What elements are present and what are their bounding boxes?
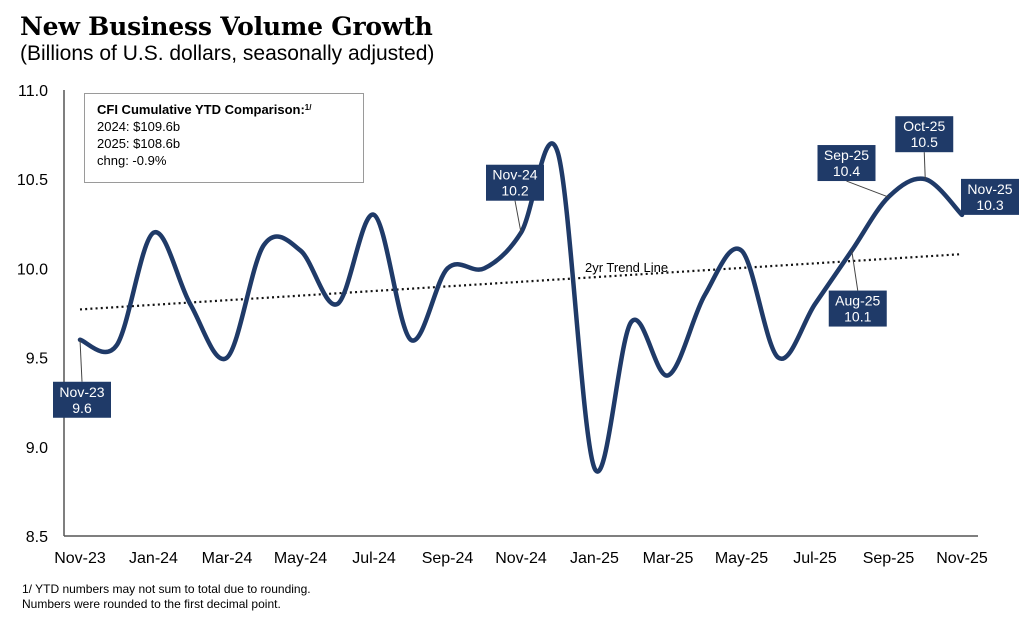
trend-line xyxy=(79,253,963,311)
y-tick-label: 9.5 xyxy=(26,351,48,368)
callout-value: 10.4 xyxy=(833,163,860,179)
chart-title: New Business Volume Growth xyxy=(20,12,433,41)
callout-box xyxy=(486,164,544,201)
callout-box xyxy=(817,145,876,182)
callouts-group: Nov-239.6Nov-2410.2Aug-2510.1Sep-2510.4O… xyxy=(53,116,1019,418)
x-tick-label: Nov-24 xyxy=(495,550,547,567)
x-tick-label: Jan-24 xyxy=(129,550,178,567)
callout-month: Sep-25 xyxy=(824,147,869,163)
chart-subtitle: (Billions of U.S. dollars, seasonally ad… xyxy=(20,42,435,65)
footnote-1: 1/ YTD numbers may not sum to total due … xyxy=(22,582,311,596)
x-tick-label: Jul-25 xyxy=(793,550,837,567)
callout-month: Nov-25 xyxy=(967,181,1012,197)
y-tick-label: 10.5 xyxy=(17,172,48,189)
callout: Nov-239.6 xyxy=(53,339,111,418)
callout-leader xyxy=(846,180,889,198)
ytd-change: chng: -0.9% xyxy=(97,153,167,168)
y-tick-label: 11.0 xyxy=(18,83,48,100)
callout-leader xyxy=(923,152,926,180)
ytd-2024: 2024: $109.6b xyxy=(97,119,181,134)
callout-month: Aug-25 xyxy=(835,293,880,309)
callout-leader xyxy=(851,250,859,291)
x-tick-label: Jul-24 xyxy=(352,550,396,567)
callout-box xyxy=(895,116,954,153)
ytd-comparison-box: CFI Cumulative YTD Comparison:1/ 2024: $… xyxy=(84,93,364,183)
callout-box xyxy=(53,381,111,418)
y-tick-label: 10.0 xyxy=(17,261,48,278)
callout-leader xyxy=(79,339,83,382)
footnote-ref: 1/ xyxy=(304,103,312,112)
x-tick-label: May-24 xyxy=(274,550,327,567)
ytd-2025: 2025: $108.6b xyxy=(97,136,181,151)
callout-value: 10.1 xyxy=(844,309,871,325)
y-tick-label: 8.5 xyxy=(26,529,48,546)
x-tick-label: Jan-25 xyxy=(570,550,619,567)
x-tick-label: Mar-25 xyxy=(643,550,694,567)
x-tick-label: Sep-24 xyxy=(422,550,474,567)
trend-line-group: 2yr Trend Line xyxy=(79,253,963,311)
trend-line-label: 2yr Trend Line xyxy=(585,260,668,275)
callout-value: 10.5 xyxy=(911,134,938,150)
x-tick-label: Nov-23 xyxy=(54,550,106,567)
callout-box xyxy=(828,290,887,327)
callout-value: 10.2 xyxy=(501,183,528,199)
callout-month: Oct-25 xyxy=(903,118,945,134)
x-tick-label: May-25 xyxy=(715,550,768,567)
ytd-comparison-heading: CFI Cumulative YTD Comparison:1/ xyxy=(97,102,312,117)
callout-month: Nov-24 xyxy=(492,167,537,183)
x-tick-label: Sep-25 xyxy=(863,550,915,567)
axes: 11.0 10.5 10.0 9.5 9.0 8.5 Nov-23 Jan-24 Mar-24 M… xyxy=(17,83,988,567)
callout-leader xyxy=(514,200,522,233)
callout-value: 9.6 xyxy=(72,400,92,416)
callout-value: 10.3 xyxy=(976,197,1003,213)
x-tick-label: Mar-24 xyxy=(202,550,253,567)
callout-box xyxy=(961,178,1019,215)
x-tick-label: Nov-25 xyxy=(936,550,988,567)
y-tick-label: 9.0 xyxy=(26,440,48,457)
callout-month: Nov-23 xyxy=(59,384,104,400)
footnote-2: Numbers were rounded to the first decima… xyxy=(22,597,281,611)
